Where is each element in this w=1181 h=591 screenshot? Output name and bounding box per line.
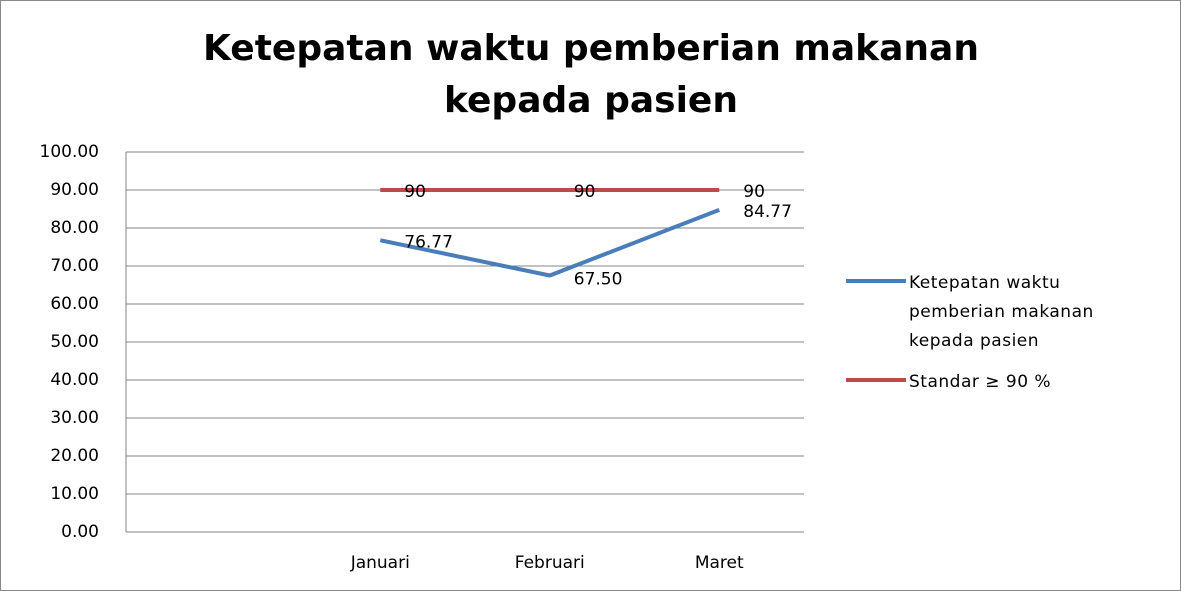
data-label: 76.77 [404, 232, 453, 252]
y-tick-label: 10.00 [50, 484, 99, 504]
y-tick-label: 40.00 [50, 370, 99, 390]
data-label: 67.50 [574, 270, 623, 290]
y-tick-label: 30.00 [50, 408, 99, 428]
x-tick-label: Februari [515, 553, 585, 573]
series-line [379, 208, 720, 278]
data-label: 90 [404, 182, 426, 202]
y-tick-label: 0.00 [61, 522, 99, 542]
data-label: 90 [743, 182, 765, 202]
y-tick-label: 60.00 [50, 294, 99, 314]
y-tick-label: 100.00 [40, 142, 99, 162]
legend-label: Ketepatan waktu pemberian makanan kepada… [909, 273, 1094, 351]
y-tick-label: 20.00 [50, 446, 99, 466]
chart-title: Ketepatan waktu pemberian makanan kepada… [203, 28, 979, 121]
data-label: 90 [574, 182, 596, 202]
x-tick-label: Maret [695, 553, 744, 573]
y-tick-label: 90.00 [50, 180, 99, 200]
y-tick-label: 70.00 [50, 256, 99, 276]
y-tick-label: 80.00 [50, 218, 99, 238]
legend-label: Standar ≥ 90 % [909, 372, 1052, 392]
x-tick-label: Januari [350, 553, 410, 573]
y-tick-label: 50.00 [50, 332, 99, 352]
data-label: 84.77 [743, 202, 792, 222]
